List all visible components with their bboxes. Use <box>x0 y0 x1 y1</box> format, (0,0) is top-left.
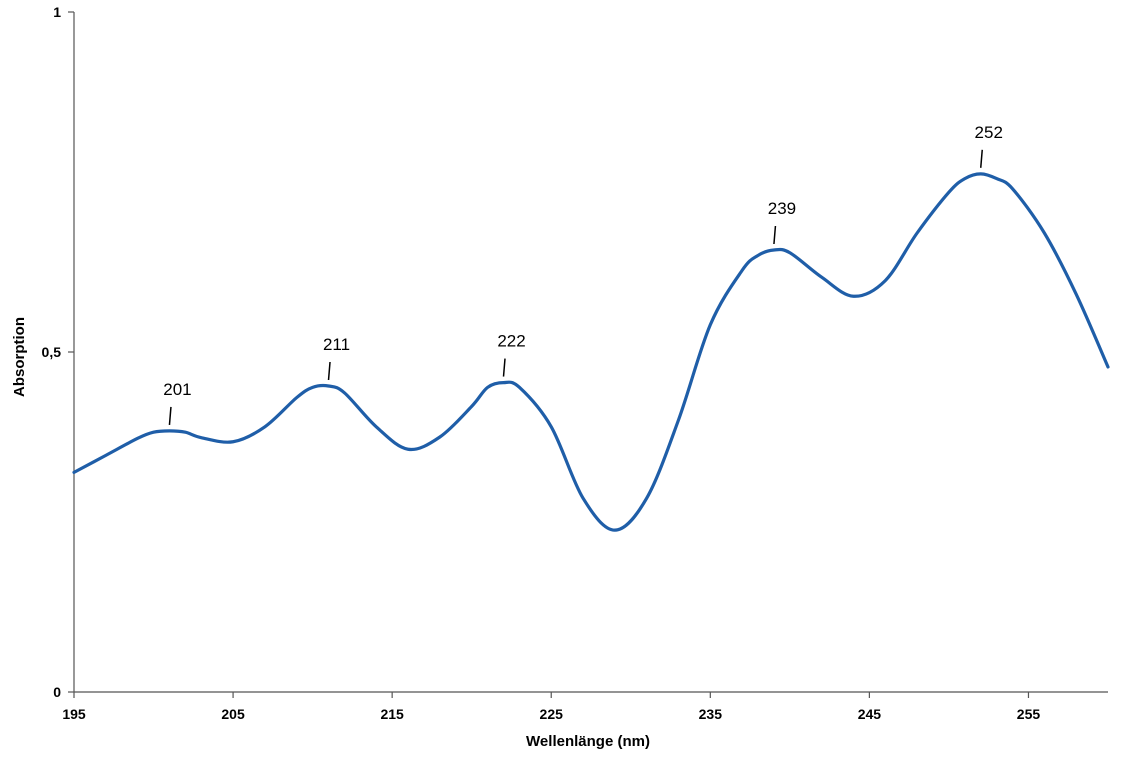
y-tick-label: 0 <box>53 684 61 700</box>
peak-label: 222 <box>497 332 525 351</box>
y-tick-label: 0,5 <box>42 344 62 360</box>
axes <box>73 12 1108 693</box>
x-tick-label: 245 <box>858 706 882 722</box>
x-tick-label: 205 <box>221 706 245 722</box>
peak-label: 239 <box>768 199 796 218</box>
peak-label: 211 <box>323 335 350 354</box>
x-axis-ticks: 195 205 215 225 235 245 255 <box>62 692 1040 722</box>
peak-leader-line <box>327 361 331 381</box>
y-axis-ticks: 00,51 <box>42 4 74 700</box>
peak-label: 201 <box>163 380 191 399</box>
x-axis-title: Wellenlänge (nm) <box>526 733 650 750</box>
peak-leader-line <box>979 149 983 168</box>
x-tick-label: 255 <box>1017 706 1041 722</box>
x-tick-label: 225 <box>540 706 564 722</box>
peak-leader-line <box>168 406 172 425</box>
peak-leader-line <box>773 225 777 245</box>
y-axis-title: Absorption <box>11 317 28 397</box>
x-tick-label: 235 <box>699 706 723 722</box>
peak-leader-line <box>502 358 506 377</box>
x-tick-label: 215 <box>380 706 404 722</box>
peak-annotations: 201 211 222 239 252 <box>163 123 1003 425</box>
peak-label: 252 <box>975 123 1003 142</box>
absorption-series-line <box>72 172 1110 532</box>
y-tick-label: 1 <box>53 4 61 20</box>
x-tick-label: 195 <box>62 706 86 722</box>
